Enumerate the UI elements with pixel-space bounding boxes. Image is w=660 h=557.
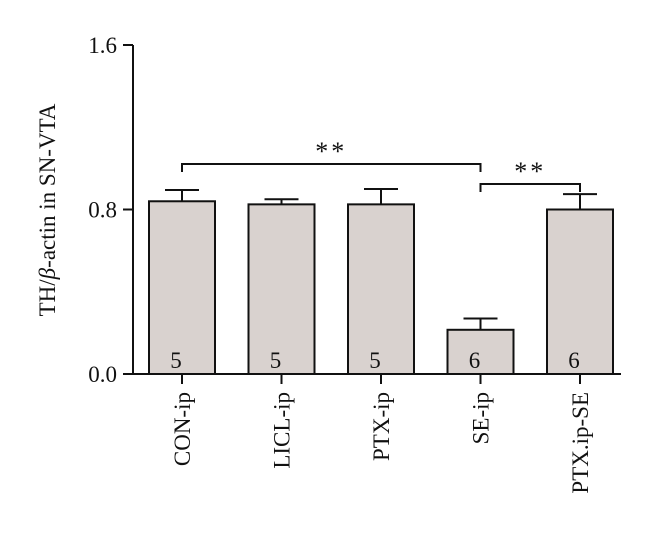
n-label-CON-ip: 5 (170, 348, 182, 373)
y-axis-title: TH/β-actin in SN-VTA (35, 103, 60, 316)
y-tick-label-0: 0.0 (88, 362, 117, 387)
n-label-SE-ip: 6 (469, 348, 481, 373)
x-tick-label-CON-ip: CON-ip (170, 392, 195, 466)
significance-label-1: ** (514, 157, 546, 186)
bar-PTX-ip (347, 203, 415, 375)
y-tick-label-1: 0.8 (88, 198, 117, 223)
significance-bracket-1 (479, 183, 581, 192)
significance-label-0: ** (315, 137, 347, 166)
x-tick-label-LICL-ip: LICL-ip (270, 392, 295, 469)
significance-markers: ** ** (181, 137, 581, 192)
x-tick-label-PTX-ip: PTX-ip (369, 392, 394, 461)
bar-SE-ip (446, 328, 515, 375)
significance-bracket-0 (181, 163, 482, 172)
bar-CON-ip (148, 200, 216, 375)
n-label-PTX-ip: 5 (369, 348, 381, 373)
bars (148, 187, 614, 375)
x-tick-label-PTX.ip-SE: PTX.ip-SE (568, 392, 593, 494)
n-label-PTX.ip-SE: 6 (568, 348, 580, 373)
y-tick-label-2: 1.6 (88, 33, 117, 58)
n-label-LICL-ip: 5 (270, 348, 282, 373)
bar-LICL-ip (247, 203, 316, 375)
x-tick-label-SE-ip: SE-ip (469, 392, 494, 444)
labels: 5 CON-ip 5 LICL-ip 5 PTX-ip 6 SE-ip 6 PTX.ip-SE (170, 348, 593, 494)
bar-PTX.ip-SE (546, 208, 614, 375)
